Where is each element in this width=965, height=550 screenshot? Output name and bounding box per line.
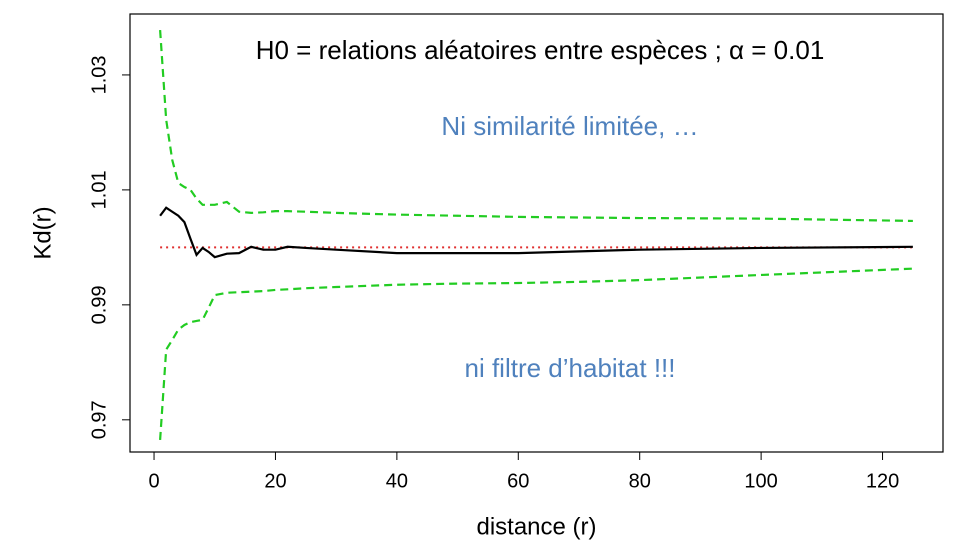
x-tick-label: 60 xyxy=(507,470,529,492)
series-line xyxy=(159,267,913,441)
y-tick-label: 1.03 xyxy=(88,55,110,94)
y-tick-label: 0.97 xyxy=(88,400,110,439)
series-line xyxy=(159,30,913,223)
x-tick-label: 80 xyxy=(629,470,651,492)
y-tick-label: 0.99 xyxy=(88,285,110,324)
y-axis-label: Kd(r) xyxy=(29,206,56,259)
x-tick-label: 20 xyxy=(264,470,286,492)
x-tick-label: 120 xyxy=(866,470,899,492)
plot-frame xyxy=(129,13,944,453)
annotation: H0 = relations aléatoires entre espèces … xyxy=(256,35,825,65)
annotation: ni filtre d’habitat !!! xyxy=(465,353,676,383)
x-tick-label: 0 xyxy=(148,470,159,492)
series-line xyxy=(159,206,913,259)
annotation: Ni similarité limitée, … xyxy=(441,111,698,141)
y-tick-label: 1.01 xyxy=(88,170,110,209)
x-axis-label: distance (r) xyxy=(476,513,596,540)
x-tick-label: 40 xyxy=(386,470,408,492)
x-tick-label: 100 xyxy=(744,470,777,492)
